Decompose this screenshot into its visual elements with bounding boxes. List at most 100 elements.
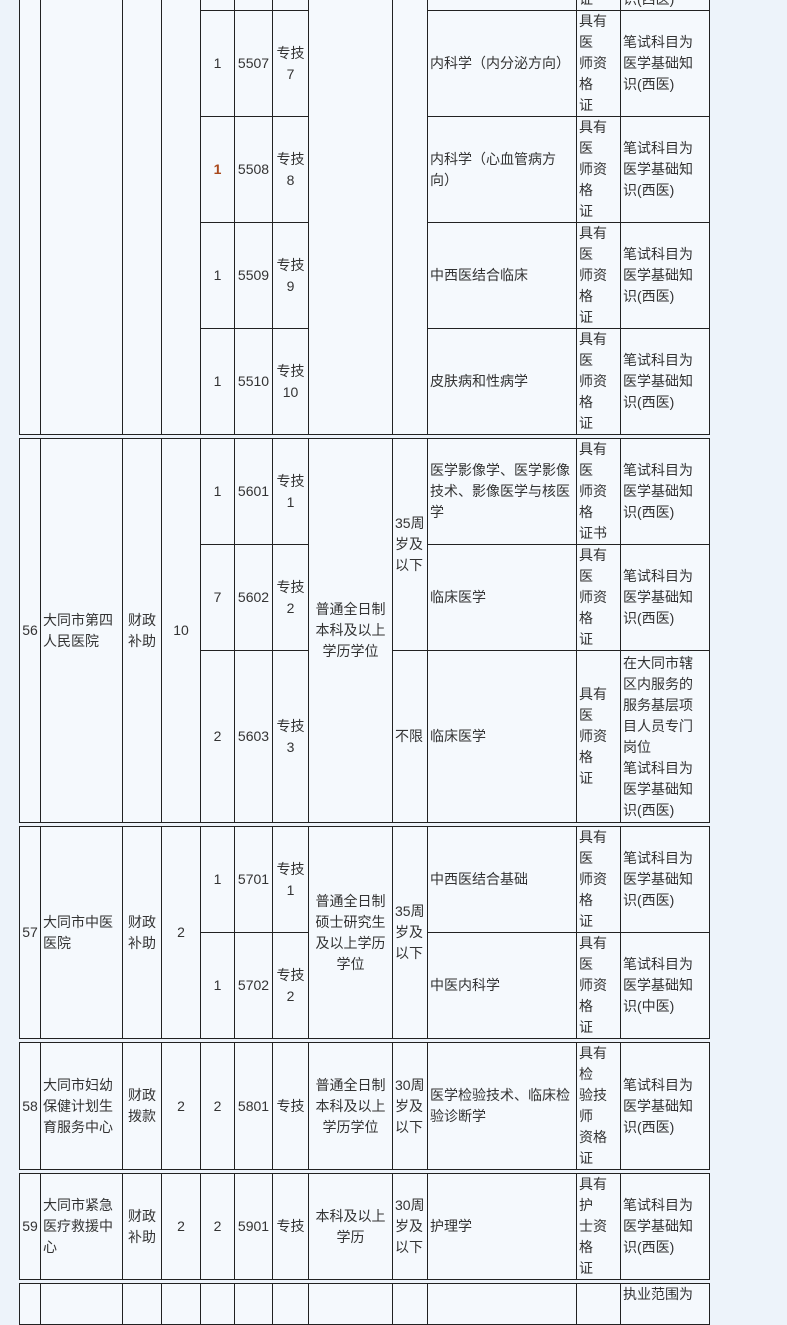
table-block-58: 58 大同市妇幼 保健计划生 育服务中心 财政 拨款 2 2 5801 专技 普…: [19, 1042, 710, 1170]
cell-major: 内科学（心血管病方 向）: [427, 116, 577, 223]
cell-post-code: 5509: [234, 222, 273, 329]
cell-qualification: 具有护 士资格 证: [576, 1173, 621, 1280]
cell-post-code: [234, 1283, 273, 1325]
cell-post-type: 专技 2: [272, 544, 309, 651]
cell-qualification: 具有医 师资格 证: [576, 116, 621, 223]
cell-recruit-count: [200, 1283, 235, 1325]
cell-funding-type: [122, 1283, 162, 1325]
cell-recruit-count: 1: [200, 826, 235, 933]
cell-major: 内科学（内分泌方向）: [427, 10, 577, 117]
cell-unit-name: 大同市妇幼 保健计划生 育服务中心: [40, 1042, 123, 1170]
cell-post-type: 专技 2: [272, 932, 309, 1039]
cell-post-code: 5701: [234, 826, 273, 933]
cell-unit-name: 大同市中医 医院: [40, 826, 123, 1039]
cell-qualification: [576, 1283, 621, 1325]
cell-post-code: 5601: [234, 438, 273, 545]
cell-unit-name: [40, 0, 123, 435]
cell-remarks: 笔试科目为 医学基础知 识(西医): [620, 1173, 710, 1280]
cell-total-count: [161, 0, 201, 435]
cell-post-type: 专技 1: [272, 826, 309, 933]
table-block-55: 证 识(西医) 1 5507 专技 7 内科学（内分泌方向） 具有医 师资格 证…: [19, 0, 710, 435]
cell-recruit-count: 1: [200, 222, 235, 329]
cell-qualification: 具有医 师资格 证书: [576, 438, 621, 545]
table-block-60: 执业范围为: [19, 1283, 710, 1325]
cell-post-code: 5801: [234, 1042, 273, 1170]
cell-recruit-count: 2: [200, 1042, 235, 1170]
cell-qualification: 具有医 师资格 证: [576, 826, 621, 933]
cell-remarks: 在大同市辖 区内服务的 服务基层项 目人员专门 岗位 笔试科目为 医学基础知 识…: [620, 650, 710, 823]
cell-post-code: 5508: [234, 116, 273, 223]
cell-education: 普通全日制 硕士研究生 及以上学历 学位: [308, 826, 393, 1039]
cell-post-code: 5602: [234, 544, 273, 651]
cell-education: [308, 1283, 393, 1325]
cell-major: 护理学: [427, 1173, 577, 1280]
cell-serial: [19, 0, 41, 435]
cell-remarks: 笔试科目为 医学基础知 识(西医): [620, 222, 710, 329]
cell-post-type: 专技 1: [272, 438, 309, 545]
cell-qualification: 证: [576, 0, 621, 11]
cell-remarks: 笔试科目为 医学基础知 识(西医): [620, 328, 710, 435]
cell-qualification: 具有医 师资格 证: [576, 10, 621, 117]
cell-funding-type: 财政 补助: [122, 1173, 162, 1280]
cell-recruit-count: 1: [200, 932, 235, 1039]
cell-funding-type: 财政 补助: [122, 438, 162, 823]
cell-funding-type: 财政 补助: [122, 826, 162, 1039]
cell-major: 医学检验技术、临床检 验诊断学: [427, 1042, 577, 1170]
cell-qualification: 具有医 师资格 证: [576, 650, 621, 823]
table-block-57: 57 大同市中医 医院 财政 补助 2 1 5701 专技 1 普通全日制 硕士…: [19, 826, 710, 1039]
cell-total-count: 2: [161, 1173, 201, 1280]
cell-major: 中医内科学: [427, 932, 577, 1039]
cell-funding-type: 财政 拨款: [122, 1042, 162, 1170]
cell-recruit-count-highlight: 1: [200, 116, 235, 223]
cell-major: [427, 0, 577, 11]
cell-age-limit: 30周 岁及 以下: [392, 1173, 428, 1280]
cell-post-type: [272, 0, 309, 11]
cell-total-count: 2: [161, 826, 201, 1039]
cell-post-type: 专技 7: [272, 10, 309, 117]
cell-post-type: 专技 9: [272, 222, 309, 329]
cell-qualification: 具有检 验技师 资格证: [576, 1042, 621, 1170]
cell-education: 普通全日制 本科及以上 学历学位: [308, 1042, 393, 1170]
cell-serial: 59: [19, 1173, 41, 1280]
cell-unit-name: [40, 1283, 123, 1325]
cell-major: 中西医结合基础: [427, 826, 577, 933]
cell-qualification: 具有医 师资格 证: [576, 328, 621, 435]
cell-remarks: 笔试科目为 医学基础知 识(中医): [620, 932, 710, 1039]
cell-age-limit: 不限: [392, 650, 428, 823]
cell-major: 临床医学: [427, 650, 577, 823]
cell-remarks: 笔试科目为 医学基础知 识(西医): [620, 116, 710, 223]
cell-recruit-count: 1: [200, 328, 235, 435]
cell-funding-type: [122, 0, 162, 435]
cell-recruit-count: [200, 0, 235, 11]
cell-major: 医学影像学、医学影像 技术、影像医学与核医 学: [427, 438, 577, 545]
cell-unit-name: 大同市第四 人民医院: [40, 438, 123, 823]
cell-total-count: 2: [161, 1042, 201, 1170]
cell-post-type: 专技: [272, 1173, 309, 1280]
cell-recruit-count: 1: [200, 438, 235, 545]
cell-remarks: 笔试科目为 医学基础知 识(西医): [620, 544, 710, 651]
cell-remarks: 笔试科目为 医学基础知 识(西医): [620, 438, 710, 545]
cell-serial: 58: [19, 1042, 41, 1170]
cell-education: 本科及以上 学历: [308, 1173, 393, 1280]
cell-recruit-count: 2: [200, 650, 235, 823]
cell-post-code: 5507: [234, 10, 273, 117]
cell-post-type: 专技 8: [272, 116, 309, 223]
cell-total-count: [161, 1283, 201, 1325]
cell-recruit-count: 2: [200, 1173, 235, 1280]
cell-major: 皮肤病和性病学: [427, 328, 577, 435]
cell-post-code: 5510: [234, 328, 273, 435]
cell-age-limit: 30周 岁及 以下: [392, 1042, 428, 1170]
cell-post-code: 5702: [234, 932, 273, 1039]
cell-remarks: 识(西医): [620, 0, 710, 11]
cell-remarks: 笔试科目为 医学基础知 识(西医): [620, 826, 710, 933]
cell-remarks: 笔试科目为 医学基础知 识(西医): [620, 10, 710, 117]
cell-education: [308, 0, 393, 435]
cell-serial: [19, 1283, 41, 1325]
table-block-59: 59 大同市紧急 医疗救援中 心 财政 补助 2 2 5901 专技 本科及以上…: [19, 1173, 710, 1280]
cell-post-type: 专技 10: [272, 328, 309, 435]
cell-remarks: 笔试科目为 医学基础知 识(西医): [620, 1042, 710, 1170]
cell-unit-name: 大同市紧急 医疗救援中 心: [40, 1173, 123, 1280]
cell-post-code: 5603: [234, 650, 273, 823]
cell-post-code: [234, 0, 273, 11]
cell-serial: 57: [19, 826, 41, 1039]
